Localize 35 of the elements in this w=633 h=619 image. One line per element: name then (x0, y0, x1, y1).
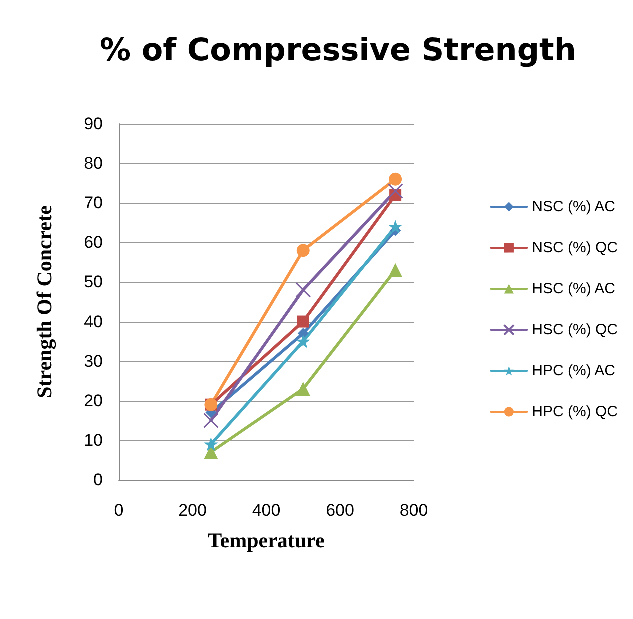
y-tick-label: 90 (84, 114, 103, 134)
legend-label: HPC (%) QC (532, 404, 618, 420)
point (297, 316, 310, 328)
y-axis-title: Strength Of Concrete (32, 206, 56, 398)
y-tick-label: 30 (84, 352, 103, 371)
y-tick-label: 60 (84, 233, 103, 252)
x-tick-label: 800 (400, 501, 428, 520)
point (389, 172, 402, 186)
legend-label: NSC (%) AC (532, 198, 616, 216)
legend-label: HSC (%) QC (532, 322, 618, 338)
point (296, 382, 310, 396)
y-tick-label: 0 (94, 470, 103, 490)
chart-title: % of Compressive Strength (100, 32, 576, 68)
point (296, 334, 310, 349)
legend-label: NSC (%) QC (532, 240, 618, 256)
x-tick-label: 600 (326, 501, 354, 520)
x-axis-title: Temperature (208, 528, 325, 552)
y-tick-label: 50 (84, 272, 103, 292)
point (388, 220, 403, 234)
point (388, 263, 403, 278)
y-tick-label: 40 (84, 312, 103, 332)
y-tick-label: 70 (84, 194, 103, 213)
point (388, 183, 404, 199)
x-tick-label: 400 (252, 501, 281, 520)
x-tick-label: 200 (178, 501, 207, 520)
x-tick-label: 0 (114, 501, 124, 520)
point (203, 412, 219, 428)
y-tick-label: 10 (84, 430, 103, 450)
y-tick-label: 80 (84, 154, 103, 174)
point (298, 328, 309, 340)
legend-label: HPC (%) AC (532, 362, 616, 380)
point (204, 437, 218, 452)
y-tick-label: 20 (84, 391, 103, 410)
legend-label: HSC (%) AC (532, 280, 616, 298)
point (296, 244, 310, 258)
